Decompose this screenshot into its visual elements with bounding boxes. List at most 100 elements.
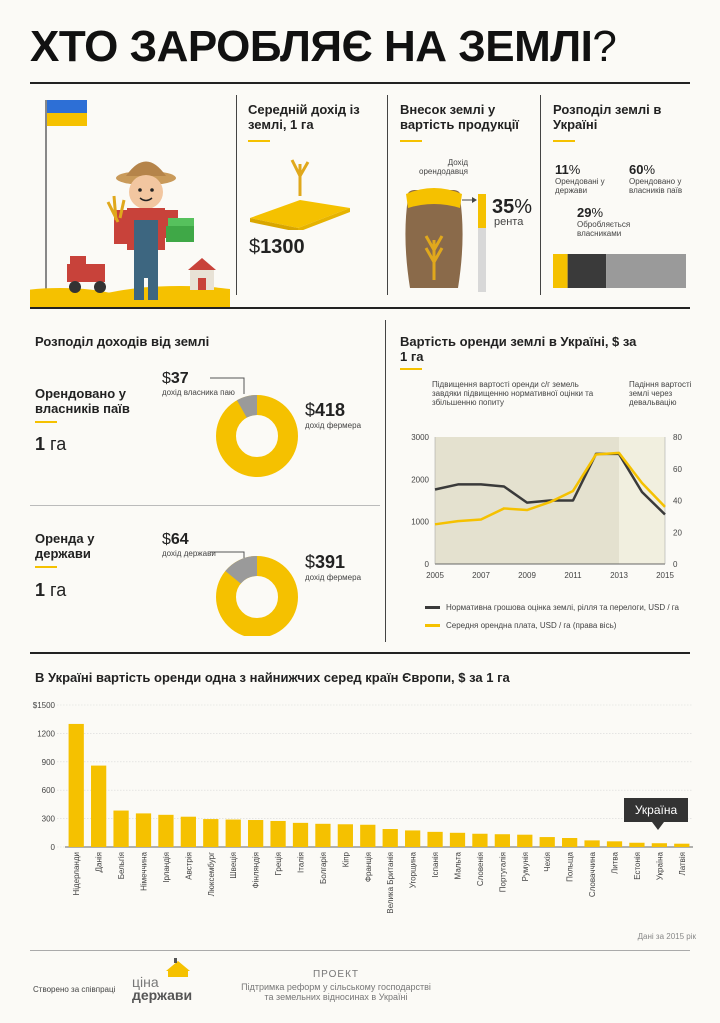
x-tick: 2011 xyxy=(564,571,582,580)
x-tick-label: Словаччина xyxy=(588,851,597,897)
bar-20 xyxy=(494,834,510,847)
logo-text: ціна держави xyxy=(132,974,193,1003)
y-tick: 900 xyxy=(42,758,56,767)
created-with: Створено за співпраці xyxy=(33,985,116,994)
bar-14 xyxy=(360,824,376,847)
y-tick-left: 1000 xyxy=(411,518,429,527)
income-donut-0 xyxy=(210,377,298,477)
barn-icon xyxy=(188,258,216,270)
bar-7 xyxy=(203,819,219,847)
x-tick-label: Естонія xyxy=(633,852,642,880)
land-dist-segment-state xyxy=(553,254,568,288)
bar-10 xyxy=(270,820,286,847)
x-tick-label: Чехія xyxy=(543,852,552,872)
bar-16 xyxy=(405,830,421,847)
x-tick-label: Фінляндія xyxy=(252,852,261,888)
x-tick-label: Україна xyxy=(655,851,664,880)
land-dist-item-state: 11% Орендовані у держави xyxy=(555,162,605,195)
tractor-icon xyxy=(67,264,105,282)
income-dist-title: Розподіл доходів від землі xyxy=(35,334,210,349)
bar-12 xyxy=(315,823,331,847)
y-tick: 0 xyxy=(51,843,56,852)
x-tick-label: Болгарія xyxy=(319,852,328,884)
land-dist-title: Розподіл землі в Україні xyxy=(553,102,662,132)
x-tick: 2007 xyxy=(472,571,490,580)
wheat-field-icon xyxy=(250,159,350,230)
bar-4 xyxy=(135,813,152,847)
income-block-label: Оренда у держави xyxy=(35,531,95,561)
x-tick-label: Бельгія xyxy=(117,852,126,879)
y-tick-right: 20 xyxy=(673,528,682,537)
callout-pointer xyxy=(652,822,664,830)
y-tick: 300 xyxy=(42,815,56,824)
bar-9 xyxy=(248,820,264,847)
avg-income-value: $1300 xyxy=(249,236,305,258)
title-divider xyxy=(30,82,690,84)
logo-icon xyxy=(166,958,190,977)
land-dist-segment-self xyxy=(567,254,607,288)
series-line-yellow xyxy=(434,451,666,526)
legend-black-swatch xyxy=(425,606,440,609)
x-tick-label: Данія xyxy=(95,852,104,872)
farmer-income-0: $418 дохід фермера xyxy=(305,400,362,430)
section-divider xyxy=(30,307,690,309)
column-divider xyxy=(540,95,541,295)
x-tick-label: Люксембург xyxy=(207,852,216,896)
bar-22 xyxy=(539,837,555,847)
bar-15 xyxy=(382,829,398,847)
bar-1 xyxy=(68,723,84,847)
land-share-title: Внесок землі у вартість продукції xyxy=(400,102,519,132)
bar-11 xyxy=(292,822,309,847)
x-tick-label: Іспанія xyxy=(431,852,440,878)
owner-income-0: $37 дохід власника паю xyxy=(162,370,235,397)
bar-24 xyxy=(584,840,600,847)
income-block-area: 1 га xyxy=(35,580,67,600)
y-tick-right: 80 xyxy=(673,433,682,442)
x-tick-label: Польща xyxy=(566,851,575,881)
x-tick-label: Франція xyxy=(364,852,373,882)
bar-26 xyxy=(629,842,645,847)
bar-28 xyxy=(674,843,690,847)
bar-6 xyxy=(180,816,196,847)
legend-black-label: Нормативна грошова оцінка землі, рілля т… xyxy=(446,603,679,612)
x-tick-label: Мальта xyxy=(454,851,463,879)
income-block-area: 1 га xyxy=(35,434,67,454)
y-tick-left: 0 xyxy=(425,560,430,569)
y-tick-left: 3000 xyxy=(411,433,429,442)
avg-income-title: Середній дохід із землі, 1 га xyxy=(248,102,360,132)
bar-25 xyxy=(606,841,623,847)
series-line-black xyxy=(434,452,666,516)
x-tick-label: Угорщина xyxy=(409,851,418,888)
land-dist-item-owners: 60% Орендовано у власників паїв xyxy=(629,162,683,195)
data-source: Дані за 2015 рік xyxy=(637,932,696,941)
y-tick-left: 2000 xyxy=(411,475,429,484)
flag-icon xyxy=(47,100,87,113)
x-tick-label: Литва xyxy=(611,851,620,874)
page-title: ХТО ЗАРОБЛЯЄ НА ЗЕМЛІ? xyxy=(30,22,617,71)
land-dist-segment-owners xyxy=(606,254,686,288)
x-tick-label: Нідерланди xyxy=(72,852,81,896)
ukraine-callout: Україна xyxy=(624,798,688,822)
land-dist-item-self: 29% Обробляється власниками xyxy=(577,205,631,238)
income-block-label: Орендовано у власників паїв xyxy=(35,386,130,416)
rent-chart-title: Вартість оренди землі в Україні, $ за 1 … xyxy=(400,334,637,364)
bar-17 xyxy=(427,831,443,847)
y-tick-right: 40 xyxy=(673,497,682,506)
bar-5 xyxy=(158,814,174,847)
legend-yellow-swatch xyxy=(425,624,440,627)
project-info: ПРОЕКТ Підтримка реформ у сільському гос… xyxy=(241,969,431,1003)
x-tick-label: Кіпр xyxy=(341,851,350,867)
bar-2 xyxy=(91,765,107,847)
y-tick: $1500 xyxy=(33,701,56,710)
y-tick-right: 0 xyxy=(673,560,678,569)
land-dist-bar xyxy=(553,254,686,288)
x-tick-label: Австрія xyxy=(184,852,193,880)
bar-23 xyxy=(562,838,578,847)
x-tick-label: Греція xyxy=(274,852,283,875)
rent-annotation-left: Підвищення вартості оренди с/г земель за… xyxy=(432,380,594,407)
money-icon xyxy=(166,226,194,242)
x-tick-label: Румунія xyxy=(521,852,530,881)
footer-divider xyxy=(30,950,690,951)
bar-13 xyxy=(337,824,353,847)
farmer-illustration xyxy=(30,100,230,307)
